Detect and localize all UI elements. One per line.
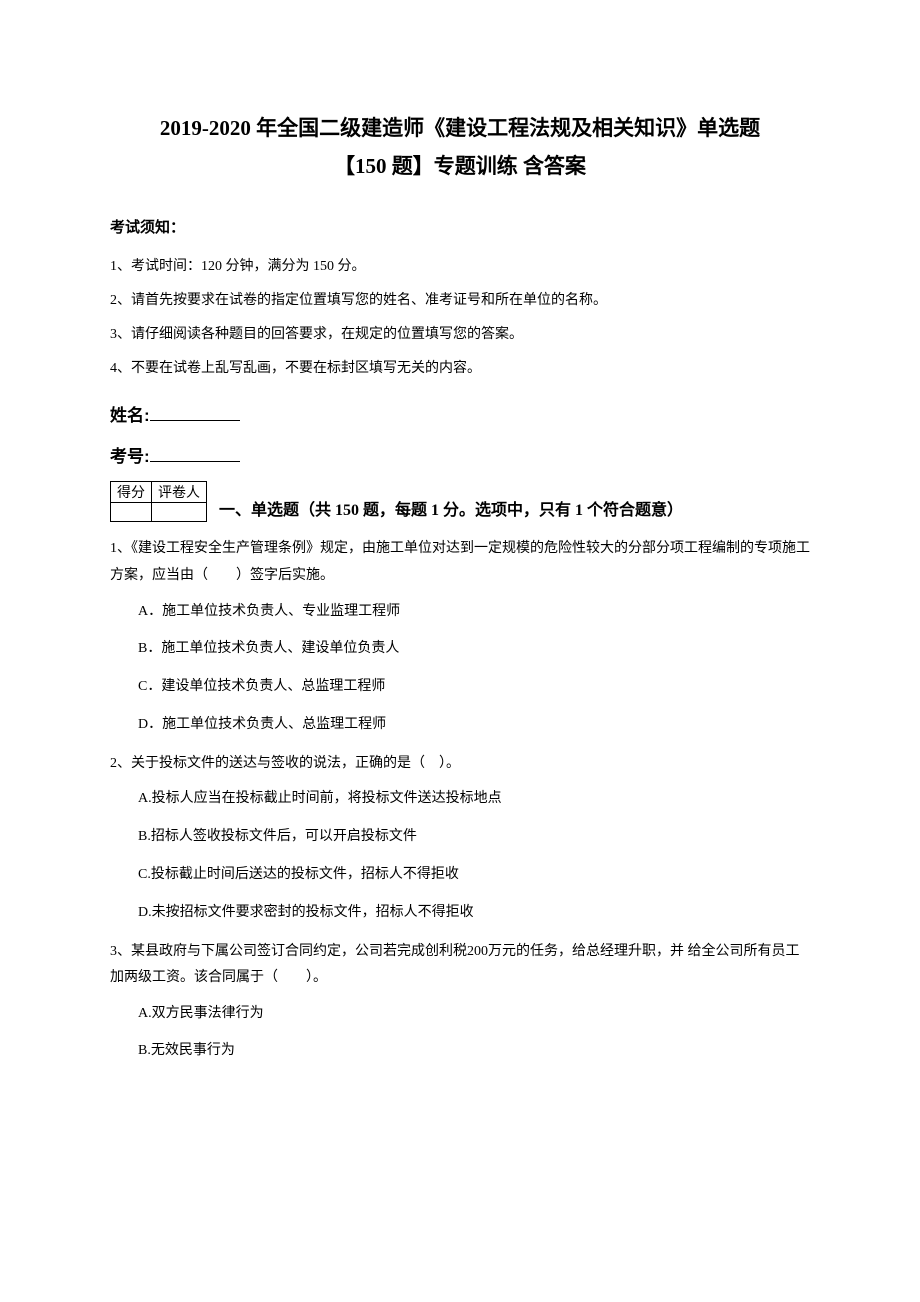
option-item: C．建设单位技术负责人、总监理工程师 — [138, 675, 810, 699]
option-item: D．施工单位技术负责人、总监理工程师 — [138, 713, 810, 737]
option-item: A．施工单位技术负责人、专业监理工程师 — [138, 600, 810, 624]
score-col-header: 得分 — [111, 482, 152, 503]
option-item: A.双方民事法律行为 — [138, 1002, 810, 1026]
question-block: 2、关于投标文件的送达与签收的说法，正确的是（ ）。 A.投标人应当在投标截止时… — [110, 751, 810, 925]
option-item: A.投标人应当在投标截止时间前，将投标文件送达投标地点 — [138, 787, 810, 811]
id-blank[interactable] — [150, 443, 240, 463]
option-item: C.投标截止时间后送达的投标文件，招标人不得拒收 — [138, 863, 810, 887]
grader-col-header: 评卷人 — [152, 482, 207, 503]
option-item: B.招标人签收投标文件后，可以开启投标文件 — [138, 825, 810, 849]
id-field-row: 考号: — [110, 442, 810, 467]
option-item: B．施工单位技术负责人、建设单位负责人 — [138, 637, 810, 661]
name-blank[interactable] — [150, 402, 240, 422]
grader-cell[interactable] — [152, 503, 207, 522]
option-list: A.双方民事法律行为 B.无效民事行为 — [110, 1002, 810, 1064]
exam-page: 2019-2020 年全国二级建造师《建设工程法规及相关知识》单选题 【150 … — [0, 0, 920, 1302]
option-item: D.未按招标文件要求密封的投标文件，招标人不得拒收 — [138, 901, 810, 925]
section-heading: 一、单选题（共 150 题，每题 1 分。选项中，只有 1 个符合题意） — [219, 496, 683, 522]
instruction-item: 3、请仔细阅读各种题目的回答要求，在规定的位置填写您的答案。 — [110, 319, 810, 351]
id-label: 考号: — [110, 447, 150, 466]
question-block: 3、某县政府与下属公司签订合同约定，公司若完成创利税200万元的任务，给总经理升… — [110, 939, 810, 1064]
question-stem: 3、某县政府与下属公司签订合同约定，公司若完成创利税200万元的任务，给总经理升… — [110, 939, 810, 992]
instruction-item: 1、考试时间：120 分钟，满分为 150 分。 — [110, 251, 810, 283]
instructions-heading: 考试须知： — [110, 216, 810, 237]
name-label: 姓名: — [110, 406, 150, 425]
question-stem: 2、关于投标文件的送达与签收的说法，正确的是（ ）。 — [110, 751, 810, 778]
instruction-item: 4、不要在试卷上乱写乱画，不要在标封区填写无关的内容。 — [110, 353, 810, 385]
option-list: A．施工单位技术负责人、专业监理工程师 B．施工单位技术负责人、建设单位负责人 … — [110, 600, 810, 737]
name-field-row: 姓名: — [110, 401, 810, 426]
instruction-item: 2、请首先按要求在试卷的指定位置填写您的姓名、准考证号和所在单位的名称。 — [110, 285, 810, 317]
question-block: 1、《建设工程安全生产管理条例》规定，由施工单位对达到一定规模的危险性较大的分部… — [110, 536, 810, 736]
question-stem: 1、《建设工程安全生产管理条例》规定，由施工单位对达到一定规模的危险性较大的分部… — [110, 536, 810, 589]
title-line-2: 【150 题】专题训练 含答案 — [334, 154, 586, 178]
score-cell[interactable] — [111, 503, 152, 522]
score-and-section-row: 得分 评卷人 一、单选题（共 150 题，每题 1 分。选项中，只有 1 个符合… — [110, 481, 810, 522]
title-line-1: 2019-2020 年全国二级建造师《建设工程法规及相关知识》单选题 — [160, 116, 760, 140]
score-table: 得分 评卷人 — [110, 481, 207, 522]
option-item: B.无效民事行为 — [138, 1039, 810, 1063]
option-list: A.投标人应当在投标截止时间前，将投标文件送达投标地点 B.招标人签收投标文件后… — [110, 787, 810, 924]
document-title: 2019-2020 年全国二级建造师《建设工程法规及相关知识》单选题 【150 … — [110, 110, 810, 186]
